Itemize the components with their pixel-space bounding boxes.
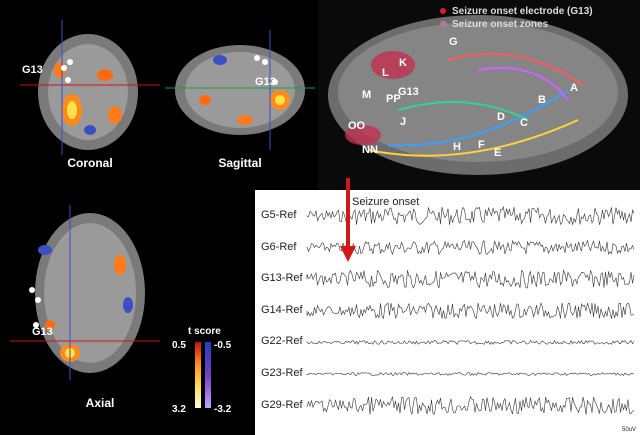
- red-dot-icon: [440, 8, 446, 14]
- brain-label-b: B: [538, 94, 546, 106]
- colorbar-pos-top: 0.5: [172, 340, 186, 351]
- brain-label-oo: OO: [348, 120, 366, 132]
- sagittal-label: Sagittal: [218, 156, 262, 170]
- channel-label: G14-Ref: [261, 304, 303, 316]
- colorbar-negative: [205, 342, 211, 408]
- brain-label-nn: NN: [362, 144, 378, 156]
- channel-label: G6-Ref: [261, 241, 297, 253]
- brain-label-f: F: [478, 139, 485, 151]
- onset-label: Seizure onset: [352, 196, 420, 208]
- scale-label: 50uV: [621, 427, 636, 433]
- brain-label-a: A: [570, 82, 578, 94]
- brain-label-pp: PP: [386, 93, 401, 105]
- coronal-electrode-label: G13: [22, 64, 43, 76]
- coronal-label: Coronal: [67, 156, 113, 170]
- brain-label-l: L: [382, 67, 389, 79]
- brain-3d-render: [318, 0, 640, 190]
- brain-label-e: E: [494, 147, 502, 159]
- legend-onset-zones: Seizure onset zones: [440, 19, 548, 30]
- channel-label: G13-Ref: [261, 272, 303, 284]
- eeg-trace: [306, 302, 635, 320]
- channel-label: G23-Ref: [261, 367, 303, 379]
- colorbar-positive: [195, 342, 201, 408]
- channel-label: G5-Ref: [261, 209, 297, 221]
- eeg-trace-panel: Seizure onset G5-Ref G6-Ref G13-Ref G14-…: [255, 190, 640, 435]
- channel-label: G29-Ref: [261, 399, 303, 411]
- zone-swatch-icon: [440, 21, 447, 27]
- brain-label-k: K: [399, 57, 407, 69]
- eeg-traces: [306, 205, 635, 416]
- eeg-trace: [306, 371, 635, 377]
- coronal-brain-slice: [20, 20, 160, 155]
- eeg-trace: [306, 239, 635, 256]
- axial-label: Axial: [85, 396, 115, 410]
- colorbar-pos-bottom: 3.2: [172, 404, 186, 415]
- brain-label-h: H: [453, 141, 461, 153]
- eeg-trace: [306, 269, 635, 289]
- eeg-trace: [306, 339, 635, 345]
- channel-label: G22-Ref: [261, 335, 303, 347]
- sagittal-brain-slice: [165, 30, 315, 150]
- colorbar-neg-top: -0.5: [214, 340, 232, 351]
- eeg-trace: [306, 395, 635, 416]
- onset-arrow-icon: [340, 178, 356, 262]
- axial-brain-slice: [10, 205, 160, 380]
- brain-label-m: M: [362, 89, 372, 101]
- eeg-trace: [306, 205, 635, 226]
- brain-label-g13: G13: [398, 86, 419, 98]
- brain-label-d: D: [497, 111, 505, 123]
- brain-label-j: J: [400, 116, 407, 128]
- brain-label-g: G: [449, 36, 458, 48]
- brain-label-c: C: [520, 117, 528, 129]
- colorbar-title: t score: [188, 326, 221, 337]
- sagittal-electrode-label: G13: [255, 76, 276, 88]
- legend-onset-electrode: Seizure onset electrode (G13): [440, 6, 593, 17]
- colorbar-neg-bottom: -3.2: [214, 404, 232, 415]
- axial-electrode-label: G13: [32, 326, 53, 338]
